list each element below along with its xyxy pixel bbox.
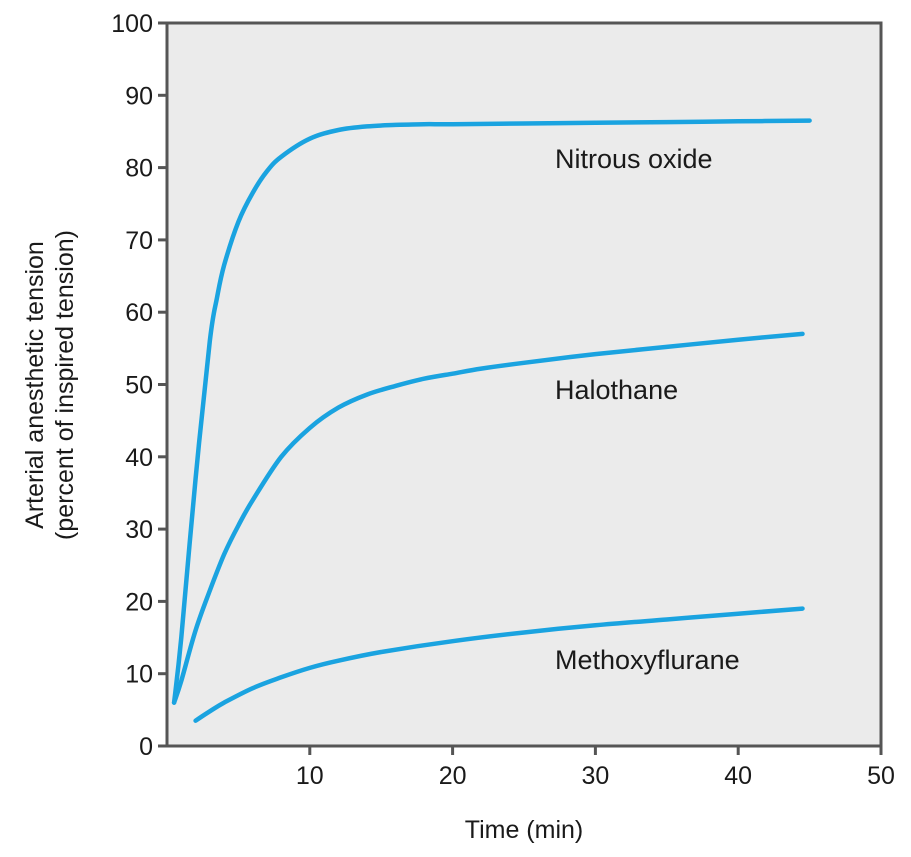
y-tick-label-30: 30 [125,516,153,544]
series-line-halothane [171,331,805,705]
x-tick-label-30: 30 [581,762,609,790]
y-tick-label-100: 100 [111,10,153,38]
x-tick-label-20: 20 [439,762,467,790]
series-layer [171,118,812,723]
series-label-nitrous-oxide: Nitrous oxide [555,144,713,174]
series-line-nitrous-oxide [171,118,812,705]
series-label-methoxyflurane: Methoxyflurane [555,645,740,675]
y-axis-label-line-1: Arterial anesthetic tension [21,241,49,529]
y-tick-label-50: 50 [125,372,153,400]
y-tick-label-20: 20 [125,588,153,616]
y-tick-label-40: 40 [125,444,153,472]
x-tick-label-10: 10 [296,762,324,790]
ticks-layer: 0 10 20 30 40 50 60 70 80 90 100 10 20 30 40 50 [111,10,895,790]
y-tick-label-70: 70 [125,227,153,255]
y-tick-label-80: 80 [125,155,153,183]
x-tick-label-50: 50 [867,762,895,790]
x-tick-label-40: 40 [724,762,752,790]
series-label-halothane: Halothane [555,375,678,405]
x-axis-label: Time (min) [465,816,584,844]
y-tick-label-0: 0 [139,733,153,761]
plot-area [167,23,881,746]
y-tick-label-60: 60 [125,299,153,327]
series-labels: Nitrous oxide Halothane Methoxyflurane [555,144,740,675]
y-axis-label-line-2: (percent of inspired tension) [51,230,79,540]
y-tick-label-10: 10 [125,661,153,689]
y-tick-label-90: 90 [125,82,153,110]
series-line-methoxyflurane [193,606,805,723]
